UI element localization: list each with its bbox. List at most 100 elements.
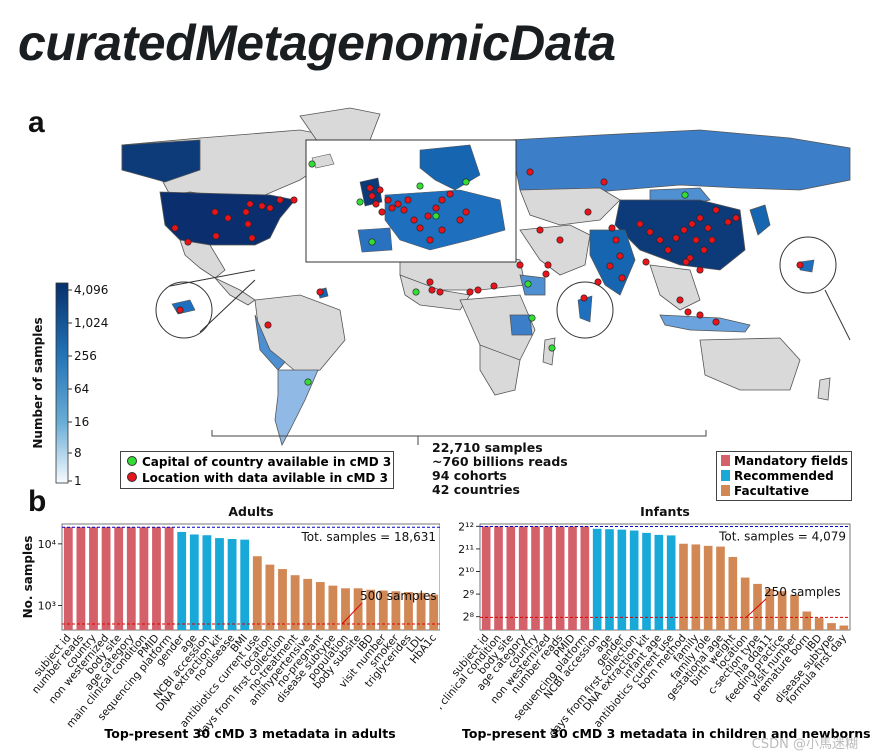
legend-capital-label: Capital of country available in cMD 3 (142, 455, 392, 469)
legend-location-label: Location with data avilable in cMD 3 (142, 471, 388, 485)
bar (265, 564, 275, 630)
south-america (254, 294, 346, 447)
colorbar-tick-label: 1 (74, 474, 82, 488)
location-dot (474, 286, 482, 294)
bar (827, 623, 836, 630)
location-dot (258, 202, 266, 210)
field-legend-recommended: Recommended (721, 469, 834, 483)
location-dot (264, 321, 272, 329)
capital-dot (368, 238, 376, 246)
location-dot (432, 204, 440, 212)
colorbar-ticks: 4,096 1,024 256 64 16 8 1 (68, 283, 108, 488)
location-dot (394, 200, 402, 208)
bar (139, 527, 149, 630)
sa-north (254, 294, 346, 376)
location-dot (316, 288, 324, 296)
uk (359, 177, 383, 207)
capital-dot (304, 378, 312, 386)
location-dot (712, 206, 720, 214)
location-dot (212, 232, 220, 240)
location-legend: Capital of country available in cMD 3 Lo… (120, 451, 394, 489)
location-dot (466, 288, 474, 296)
bar (114, 527, 124, 630)
location-dot (636, 220, 644, 228)
location-dot (696, 214, 704, 222)
location-dot (542, 270, 550, 278)
recommended-swatch-icon (721, 470, 730, 481)
colorbar-tick-label: 256 (74, 349, 97, 363)
location-dot (224, 214, 232, 222)
bar (839, 625, 849, 630)
chart-title: Infants (640, 504, 690, 519)
zoom-circle-caribbean (155, 281, 213, 339)
bar (202, 535, 212, 630)
bar (328, 585, 338, 630)
new-zealand (817, 377, 831, 401)
location-dots (171, 160, 804, 386)
location-dot (446, 190, 454, 198)
capital-dot (548, 344, 556, 352)
bar (189, 534, 199, 630)
bar (531, 526, 540, 630)
location-dot (618, 274, 626, 282)
y-axis-label: No. samples (21, 536, 35, 619)
continental-europe (384, 189, 506, 251)
location-dot (378, 208, 386, 216)
capital-dot (462, 178, 470, 186)
location-dot (606, 262, 614, 270)
location-dot (372, 200, 380, 208)
bar (378, 590, 388, 630)
bar (679, 543, 688, 630)
location-dot (368, 192, 376, 200)
southern-africa (479, 344, 521, 396)
field-legend-recommended-label: Recommended (734, 469, 834, 483)
world-map (121, 107, 851, 447)
capital-dot (356, 198, 364, 206)
location-dot (276, 196, 284, 204)
russia (509, 129, 851, 196)
tanzania (509, 314, 533, 336)
location-dot (616, 252, 624, 260)
location-dot (366, 184, 374, 192)
location-dot (684, 308, 692, 316)
madagascar (542, 337, 556, 366)
location-dot (436, 288, 444, 296)
field-legend-facultative: Facultative (721, 484, 809, 498)
location-dot (732, 214, 740, 222)
location-dot (712, 318, 720, 326)
bar (481, 526, 491, 630)
y-tick-label: 2⁸ (463, 611, 475, 624)
zoom-circles (155, 236, 851, 341)
colorbar-gradient (55, 282, 69, 484)
bar (252, 556, 262, 630)
bar (215, 538, 224, 630)
argentina-south (274, 369, 319, 447)
legend-row-capital: Capital of country available in cMD 3 (127, 455, 391, 469)
location-dot (708, 236, 716, 244)
iberia (357, 227, 393, 253)
bar (303, 578, 313, 630)
bar (63, 527, 73, 630)
location-dot (676, 296, 684, 304)
location-dot (388, 204, 396, 212)
central-america (214, 277, 256, 306)
colorbar-tick-label: 8 (74, 446, 82, 460)
middle-east (519, 224, 591, 276)
bar (89, 527, 98, 630)
location-dot (384, 196, 392, 204)
zoom-circle-madagascar (556, 281, 614, 339)
bar (629, 530, 639, 630)
bar (404, 592, 413, 630)
location-dot (211, 208, 219, 216)
annotation-arrow (341, 602, 363, 625)
bar (814, 618, 824, 630)
africa (399, 249, 556, 396)
location-dot (244, 220, 252, 228)
bar (716, 546, 725, 630)
location-dot (556, 236, 564, 244)
capital-dot (528, 314, 536, 322)
bar (315, 582, 325, 630)
bar (152, 527, 161, 630)
reference-label: 250 samples (764, 585, 841, 599)
location-dot (242, 208, 250, 216)
